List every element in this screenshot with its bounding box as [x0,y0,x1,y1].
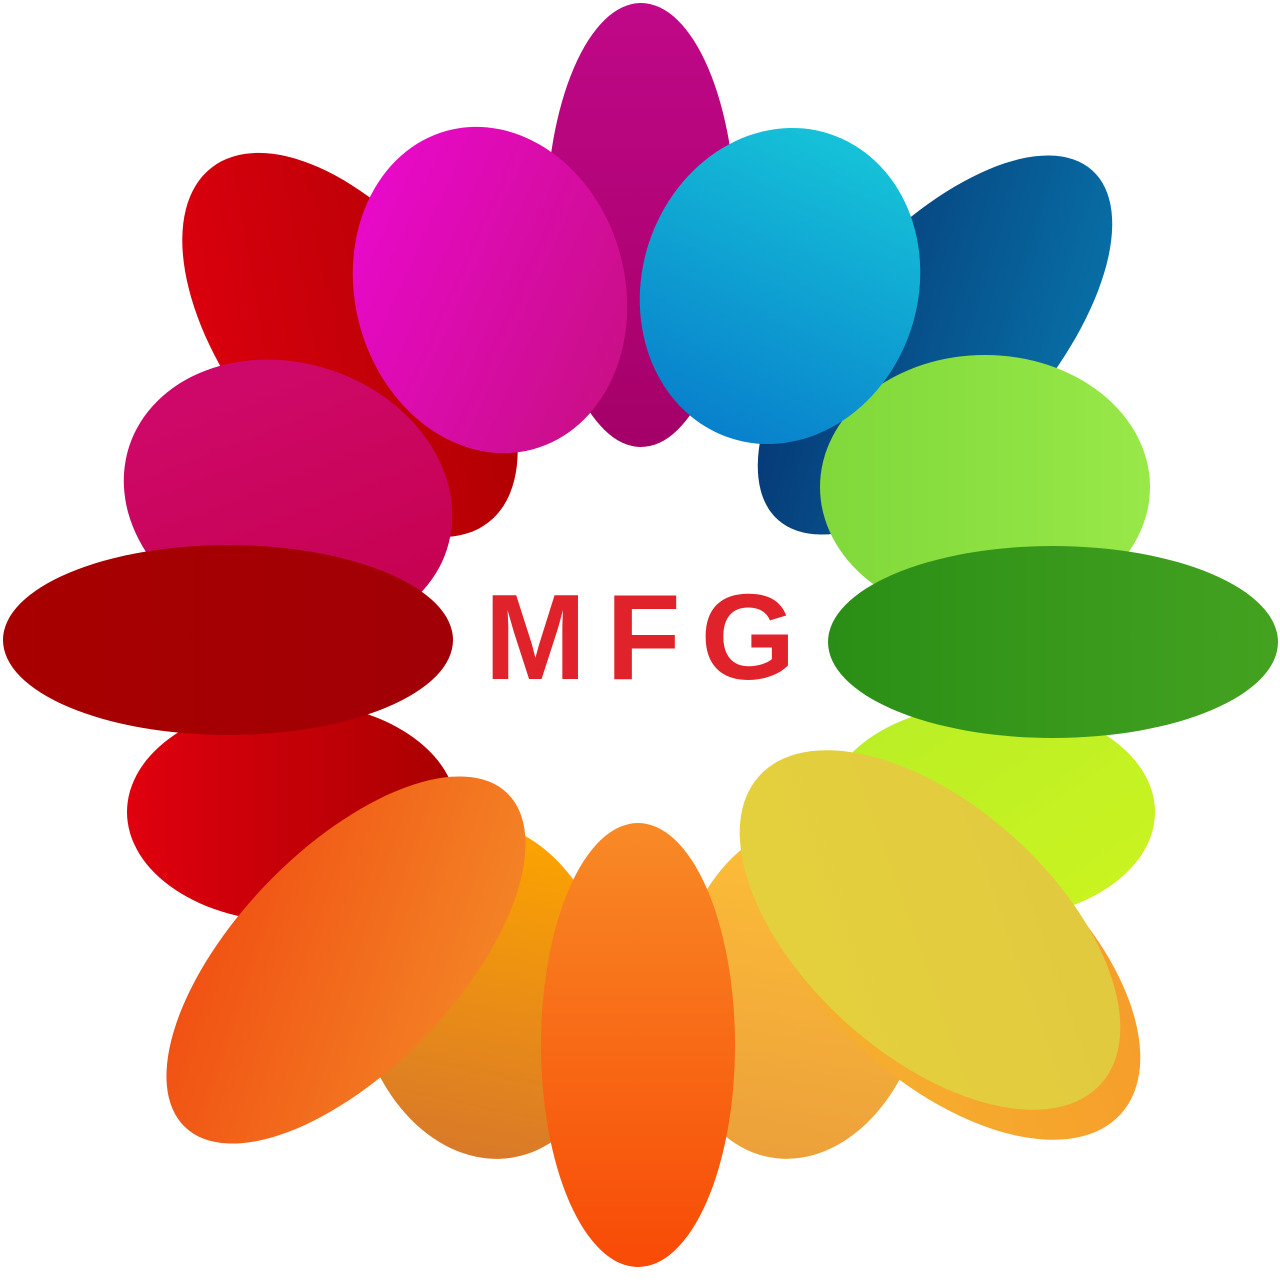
petal-upper-left-red [182,152,518,538]
brand-wordmark: MFG [484,569,816,705]
petal-left-darkred [3,545,453,735]
petal-lower-left-orange [166,776,526,1144]
petal-bottom-orange [541,823,735,1267]
petal-upper-left-magenta [352,126,628,454]
petal-right-green [828,546,1278,738]
petal-bottom-right-mustard [739,750,1121,1110]
petal-upper-right-cyan [639,127,921,445]
